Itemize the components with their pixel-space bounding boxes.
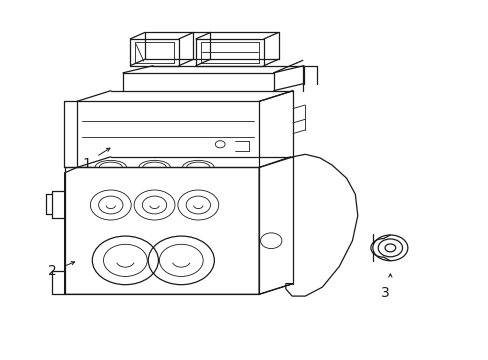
Polygon shape — [130, 39, 179, 66]
Polygon shape — [196, 39, 264, 66]
Text: 3: 3 — [380, 285, 389, 300]
Text: 1: 1 — [82, 157, 91, 171]
Polygon shape — [64, 167, 259, 294]
Text: 2: 2 — [48, 264, 57, 278]
